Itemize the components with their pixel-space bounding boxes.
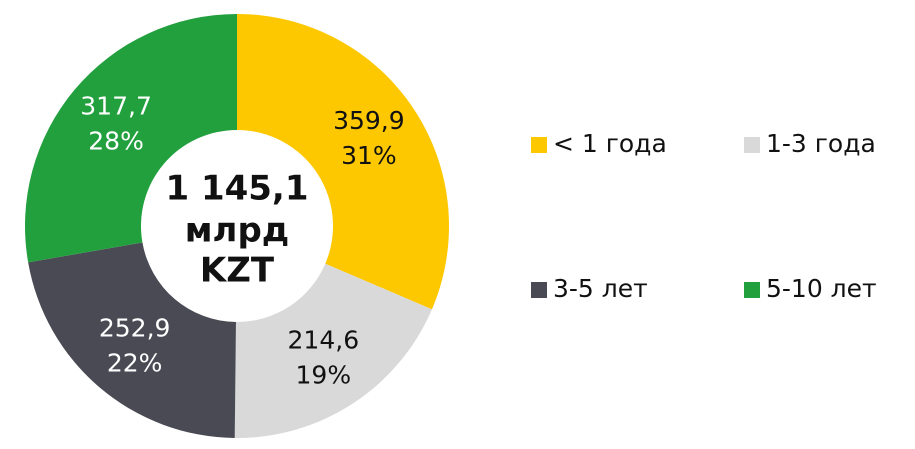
legend-swatch (531, 137, 547, 153)
center-label: млрд (185, 211, 290, 251)
legend-label: 1-3 года (766, 129, 876, 158)
center-label: KZT (200, 251, 275, 291)
percent-label: 31% (341, 141, 397, 170)
value-label: 359,9 (333, 106, 405, 135)
percent-label: 19% (296, 360, 352, 389)
value-label: 317,7 (80, 91, 152, 120)
legend-label: 3-5 лет (553, 274, 648, 303)
legend-label: 5-10 лет (766, 274, 877, 303)
value-label: 214,6 (288, 325, 360, 354)
legend-swatch (531, 282, 547, 298)
donut-segment (234, 263, 432, 438)
legend-label: < 1 года (553, 129, 667, 158)
legend-swatch (744, 137, 760, 153)
center-label: 1 145,1 (165, 169, 308, 209)
legend-swatch (744, 282, 760, 298)
donut-segment (28, 242, 236, 438)
value-label: 252,9 (99, 313, 171, 342)
donut-segment (237, 14, 449, 310)
percent-label: 22% (107, 348, 163, 377)
percent-label: 28% (88, 126, 144, 155)
donut-segment (24, 14, 237, 263)
